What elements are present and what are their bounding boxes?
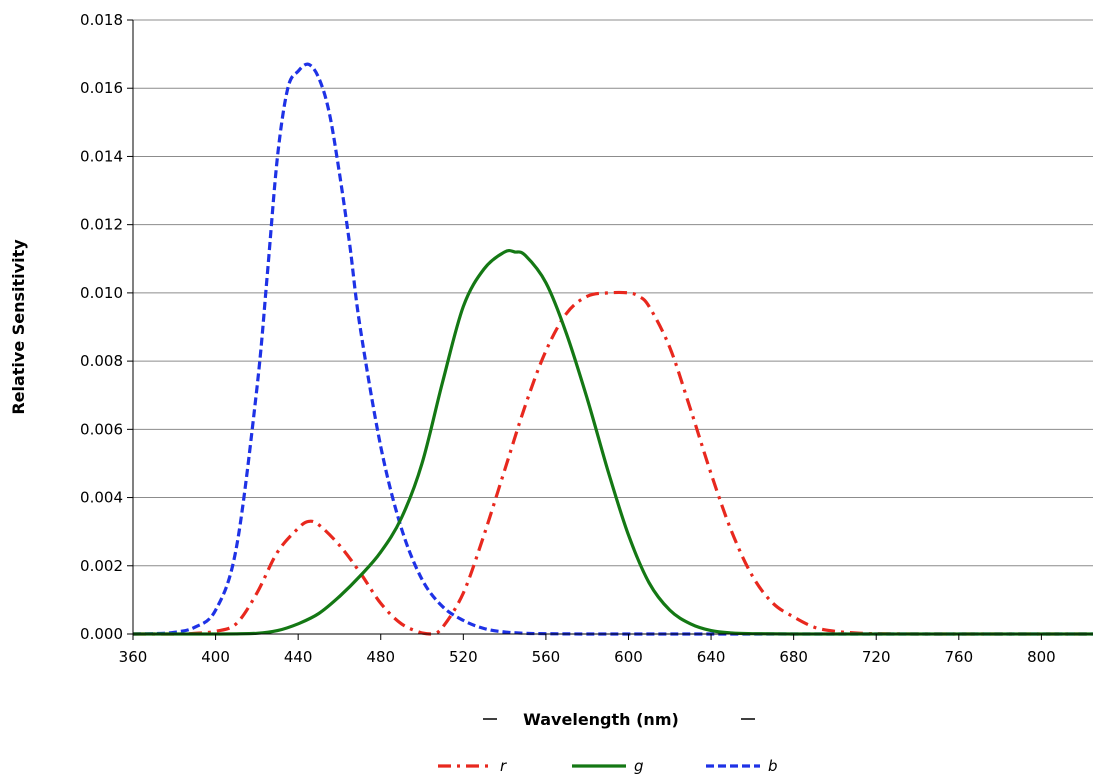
series-line-r bbox=[133, 290, 1093, 636]
y-ticks: 0.000 0.002 0.004 0.006 0.008 0.010 0.012 0.014… bbox=[80, 11, 133, 643]
gridlines bbox=[133, 19, 1093, 567]
x-tick-label: 560 bbox=[532, 648, 561, 666]
x-tick-label: 440 bbox=[284, 648, 313, 666]
x-tick-label: 640 bbox=[697, 648, 726, 666]
y-tick-label: 0.014 bbox=[80, 147, 123, 165]
x-ticks: 360 400 440 480 520 560 600 640 680 720 760 800 bbox=[119, 634, 1056, 666]
series-line-b bbox=[132, 62, 1093, 636]
x-tick-label: 480 bbox=[366, 648, 395, 666]
x-tick-label: 520 bbox=[449, 648, 478, 666]
y-tick-label: 0.018 bbox=[80, 11, 123, 29]
series-lines bbox=[132, 62, 1093, 636]
legend-label-b: b bbox=[768, 757, 778, 775]
x-tick-label: 760 bbox=[944, 648, 973, 666]
y-axis-title: Relative Sensitivity bbox=[9, 239, 28, 415]
legend-label-r: r bbox=[500, 757, 507, 775]
y-tick-label: 0.002 bbox=[80, 557, 123, 575]
series-line-g bbox=[133, 248, 1093, 636]
legend-label-g: g bbox=[634, 757, 644, 775]
x-tick-label: 680 bbox=[779, 648, 808, 666]
y-tick-label: 0.006 bbox=[80, 420, 123, 438]
x-tick-label: 600 bbox=[614, 648, 643, 666]
y-tick-label: 0.012 bbox=[80, 216, 123, 234]
x-tick-label: 360 bbox=[119, 648, 148, 666]
x-tick-label: 800 bbox=[1027, 648, 1056, 666]
y-tick-label: 0.008 bbox=[80, 352, 123, 370]
y-tick-label: 0.000 bbox=[80, 625, 123, 643]
x-tick-label: 400 bbox=[201, 648, 230, 666]
x-axis-title: Wavelength (nm) bbox=[523, 710, 679, 729]
y-tick-label: 0.010 bbox=[80, 284, 123, 302]
x-tick-label: 720 bbox=[862, 648, 891, 666]
y-tick-label: 0.004 bbox=[80, 489, 123, 507]
y-tick-label: 0.016 bbox=[80, 79, 123, 97]
